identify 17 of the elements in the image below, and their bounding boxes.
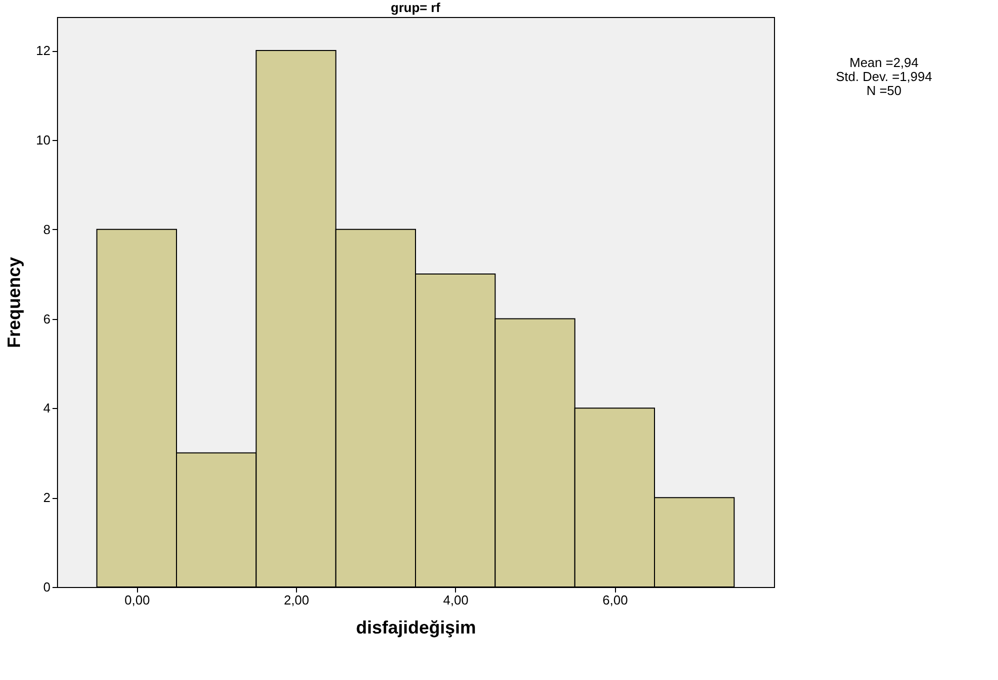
x-tick-label: 4,00	[443, 592, 468, 608]
y-axis-title: Frequency	[4, 256, 24, 348]
y-tick-label: 12	[36, 43, 50, 58]
x-axis-title: disfajideğişim	[356, 618, 476, 638]
y-tick-label: 8	[43, 222, 50, 237]
text: Std. Dev. =1,994	[836, 69, 932, 84]
x-tick-label: 6,00	[602, 592, 628, 608]
x-tick-label: 2,00	[284, 592, 310, 608]
y-tick-label: 0	[43, 580, 50, 594]
x-tick-label: 0,00	[124, 592, 150, 608]
text: Mean =2,94	[849, 55, 919, 70]
chart-title: grup= rf	[390, 0, 441, 15]
y-tick-label: 4	[43, 400, 50, 416]
text: N =50	[866, 83, 902, 98]
y-tick-label: 2	[43, 490, 50, 506]
y-tick-label: 10	[36, 132, 50, 148]
y-tick-label: 6	[43, 311, 50, 326]
